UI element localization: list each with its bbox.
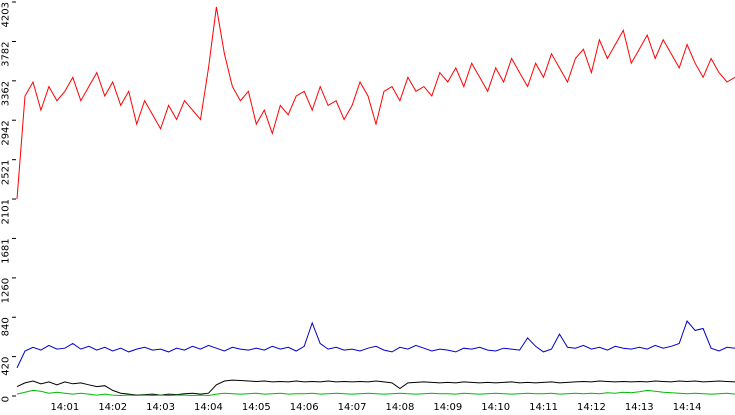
x-tick-label: 14:01 xyxy=(50,402,79,413)
x-tick-label: 14:12 xyxy=(577,402,606,413)
x-tick-label: 14:03 xyxy=(146,402,175,413)
y-tick-label: 3782 xyxy=(0,41,11,66)
y-tick-label: 2942 xyxy=(0,120,11,145)
y-tick-label: 3362 xyxy=(0,81,11,106)
series-line xyxy=(16,389,735,397)
x-tick-label: 14:07 xyxy=(338,402,367,413)
x-tick-label: 14:05 xyxy=(242,402,271,413)
x-tick-label: 14:11 xyxy=(529,402,558,413)
series-line xyxy=(16,320,735,369)
y-tick-label: 840 xyxy=(0,317,11,336)
y-tick-label: 0 xyxy=(0,396,11,402)
y-tick-label: 420 xyxy=(0,357,11,376)
x-tick-label: 14:02 xyxy=(98,402,127,413)
x-tick-label: 14:14 xyxy=(673,402,702,413)
y-tick-label: 2521 xyxy=(0,160,11,185)
y-tick-label: 2101 xyxy=(0,199,11,224)
series-line xyxy=(16,6,735,200)
x-tick-label: 14:09 xyxy=(433,402,462,413)
x-tick-label: 14:08 xyxy=(386,402,415,413)
y-tick-label: 1681 xyxy=(0,238,11,263)
y-tick-label: 1260 xyxy=(0,278,11,303)
x-tick-label: 14:13 xyxy=(625,402,654,413)
x-tick-label: 14:04 xyxy=(194,402,223,413)
x-tick-label: 14:06 xyxy=(290,402,319,413)
y-tick-label: 4203 xyxy=(0,2,11,27)
x-tick-label: 14:10 xyxy=(481,402,510,413)
